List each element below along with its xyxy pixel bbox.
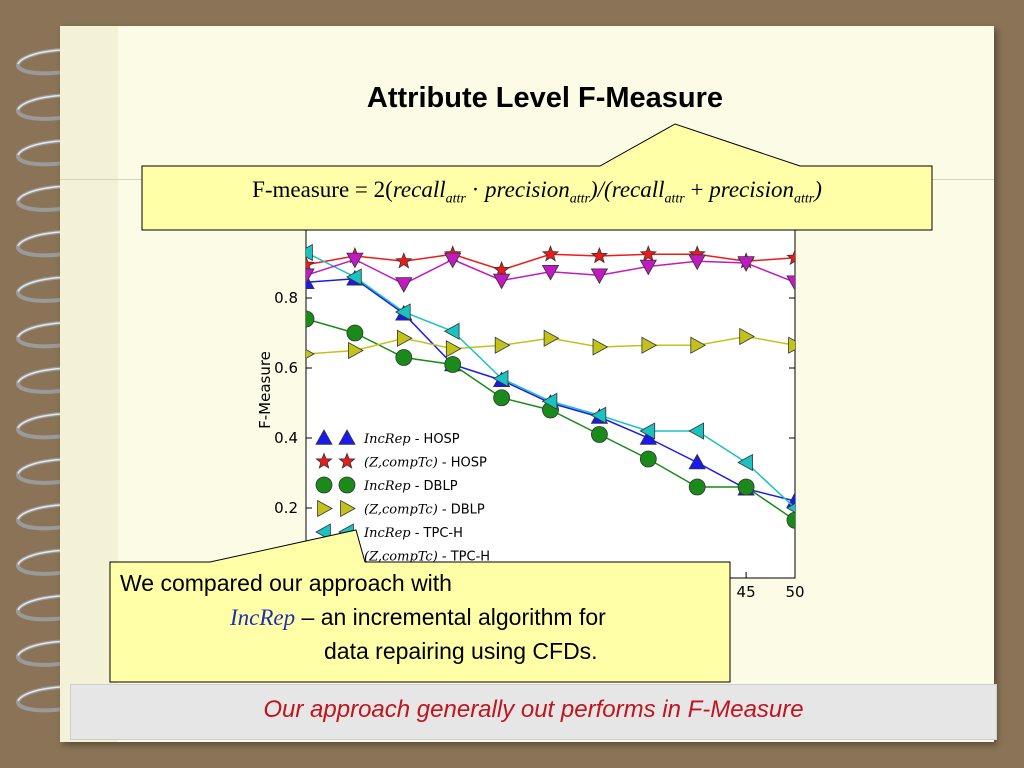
data-point bbox=[494, 336, 511, 354]
legend-label: IncRep - TPC-H bbox=[363, 526, 463, 541]
data-point bbox=[492, 369, 509, 388]
data-point bbox=[639, 245, 657, 262]
y-tick-label: 0.6 bbox=[274, 359, 298, 377]
page-margin-stripe bbox=[60, 26, 118, 742]
legend-entry: IncRep - DBLP bbox=[315, 476, 458, 494]
legend-marker bbox=[317, 499, 333, 518]
data-point bbox=[443, 322, 460, 340]
data-point bbox=[346, 252, 364, 269]
x-tick-label: 50 bbox=[785, 583, 804, 601]
data-point bbox=[306, 310, 315, 328]
legend-entry: (Z,compTc) - HOSP bbox=[315, 452, 487, 471]
note-line-2: IncRep – an incremental algorithm for bbox=[230, 604, 606, 630]
legend-entry: IncRep - HOSP bbox=[315, 429, 460, 447]
data-point bbox=[444, 356, 462, 373]
data-point bbox=[444, 252, 462, 269]
data-point bbox=[690, 336, 707, 354]
series-5 bbox=[306, 243, 795, 513]
legend-marker bbox=[315, 429, 333, 445]
legend-label: (Z,compTc) - DBLP bbox=[364, 503, 485, 518]
data-point bbox=[688, 478, 706, 496]
legend-marker bbox=[338, 452, 356, 469]
data-point bbox=[590, 246, 609, 264]
data-point bbox=[786, 275, 795, 292]
data-point bbox=[396, 329, 413, 347]
y-axis-label: F-Measure bbox=[256, 351, 274, 429]
comparison-note: We compared our approach with IncRep – a… bbox=[110, 562, 730, 682]
slide-title: Attribute Level F-Measure bbox=[366, 82, 724, 114]
data-point bbox=[639, 422, 656, 440]
data-point bbox=[786, 492, 795, 508]
data-point bbox=[590, 268, 609, 285]
data-point bbox=[639, 259, 657, 276]
data-point bbox=[493, 389, 511, 407]
data-point bbox=[394, 303, 411, 321]
legend-label: (Z,compTc) - TPC-H bbox=[364, 550, 490, 565]
data-point bbox=[306, 243, 313, 262]
series-4 bbox=[306, 327, 795, 360]
data-point bbox=[395, 349, 413, 366]
y-tick-label: 0.4 bbox=[274, 429, 298, 447]
increp-term: IncRep bbox=[230, 605, 296, 630]
y-tick-label: 0.2 bbox=[274, 499, 298, 517]
data-point bbox=[346, 324, 364, 342]
data-point bbox=[688, 453, 706, 470]
note-line-3: data repairing using CFDs. bbox=[324, 638, 598, 664]
y-axis: 0.2 0.4 0.6 0.8 bbox=[274, 289, 795, 517]
legend-marker bbox=[340, 499, 356, 518]
data-point bbox=[492, 260, 511, 278]
data-point bbox=[306, 349, 315, 359]
data-point bbox=[788, 336, 795, 354]
data-point bbox=[641, 336, 658, 354]
data-point bbox=[591, 426, 608, 443]
data-point bbox=[306, 268, 315, 285]
y-tick-label: 0.8 bbox=[274, 289, 298, 307]
data-point bbox=[786, 503, 795, 513]
formula-callout bbox=[141, 123, 933, 231]
data-point bbox=[445, 340, 462, 358]
data-point bbox=[737, 478, 755, 496]
data-point bbox=[492, 273, 511, 290]
data-point bbox=[786, 248, 795, 266]
note-callout bbox=[109, 529, 731, 683]
conclusion-text: Our approach generally out performs in F… bbox=[263, 696, 804, 723]
note-line-1: We compared our approach with bbox=[120, 570, 452, 596]
legend-marker bbox=[315, 476, 333, 494]
conclusion-banner: Our approach generally out performs in F… bbox=[70, 684, 997, 740]
legend-label: (Z,compTc) - HOSP bbox=[364, 456, 487, 471]
formula-text: F-measure = 2(recallattr · precisionattr… bbox=[252, 177, 822, 207]
series-6 bbox=[306, 252, 795, 293]
legend-marker bbox=[315, 452, 333, 469]
legend-label: IncRep - DBLP bbox=[363, 479, 458, 494]
data-point bbox=[739, 327, 755, 346]
x-axis: 45 50 bbox=[737, 572, 805, 601]
data-point bbox=[541, 264, 560, 281]
data-point bbox=[688, 254, 706, 271]
data-point bbox=[737, 256, 755, 272]
data-point bbox=[541, 392, 558, 410]
data-point bbox=[592, 338, 609, 356]
data-point bbox=[737, 453, 753, 472]
series-3 bbox=[306, 310, 795, 529]
data-point bbox=[346, 268, 362, 286]
data-point bbox=[306, 255, 315, 273]
data-point bbox=[786, 511, 795, 529]
series-group bbox=[306, 243, 795, 529]
data-point bbox=[395, 277, 413, 293]
legend-entry: (Z,compTc) - DBLP bbox=[317, 499, 485, 518]
data-point bbox=[639, 450, 657, 468]
legend-label: IncRep - HOSP bbox=[363, 432, 460, 447]
data-point bbox=[543, 329, 560, 347]
data-point bbox=[688, 422, 704, 440]
data-point bbox=[395, 252, 413, 269]
legend-marker bbox=[338, 476, 356, 494]
data-point bbox=[541, 245, 560, 262]
x-tick-label: 45 bbox=[737, 583, 756, 601]
data-point bbox=[348, 341, 364, 360]
legend-marker bbox=[338, 429, 356, 445]
data-point bbox=[590, 406, 607, 424]
